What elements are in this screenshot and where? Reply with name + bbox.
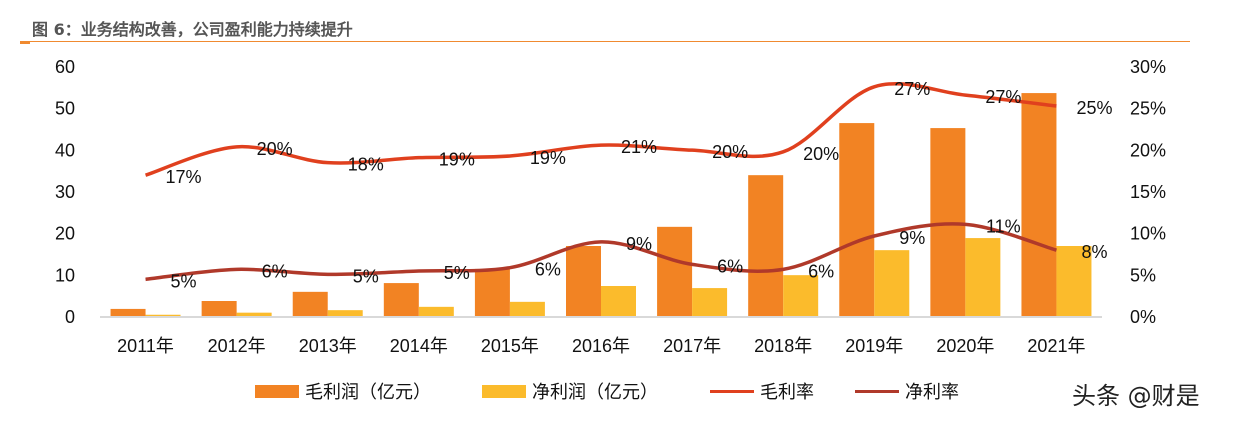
left-axis-tick: 60 — [55, 57, 75, 77]
x-axis-tick: 2017年 — [663, 336, 721, 356]
figure-title: 图 6：业务结构改善，公司盈利能力持续提升 — [32, 20, 353, 39]
legend-item-gross-profit: 毛利润（亿元） — [255, 378, 431, 404]
bar-net-profit — [601, 286, 636, 316]
legend-label: 毛利率 — [760, 382, 814, 403]
bar-net-profit — [692, 288, 728, 316]
x-axis-tick: 2020年 — [936, 336, 994, 356]
data-label: 18% — [348, 155, 384, 175]
right-axis-tick: 15% — [1130, 182, 1166, 202]
combo-chart: 0 10 20 30 40 50 60 0% 5% 10% 15% 20% 25% 30% 2011年 201… — [55, 57, 1166, 356]
left-axis-tick: 50 — [55, 99, 75, 119]
bar-gross-profit — [292, 291, 328, 316]
x-axis-tick: 2015年 — [481, 336, 539, 356]
data-label: 6% — [262, 261, 288, 281]
right-axis-tick: 30% — [1130, 57, 1166, 77]
right-axis-tick: 10% — [1130, 224, 1166, 244]
data-label: 5% — [353, 266, 379, 286]
left-axis-tick: 40 — [55, 140, 75, 160]
line-net-margin — [145, 222, 1057, 282]
bar-net-profit — [874, 250, 910, 316]
data-label: 17% — [166, 167, 202, 187]
x-axis-tick: 2014年 — [390, 336, 448, 356]
data-label: 6% — [717, 256, 743, 276]
bar-gross-profit — [474, 268, 510, 316]
legend-item-gross-margin: 毛利率 — [710, 378, 814, 404]
left-axis-tick: 0 — [65, 307, 75, 327]
legend-label: 净利润（亿元） — [532, 382, 658, 403]
right-axis-tick: 25% — [1130, 99, 1166, 119]
left-axis-tick: 30 — [55, 182, 75, 202]
legend-swatch — [255, 384, 299, 398]
title-rule-mark — [20, 41, 30, 44]
legend-label: 毛利润（亿元） — [305, 382, 431, 403]
legend: 毛利润（亿元） 净利润（亿元） 毛利率 净利率 — [0, 378, 1258, 404]
bar-gross-profit — [839, 123, 875, 316]
data-label: 11% — [986, 216, 1021, 236]
data-label: 20% — [712, 142, 748, 162]
bar-gross-profit — [201, 301, 237, 316]
bar-net-profit — [418, 306, 454, 316]
legend-item-net-margin: 净利率 — [855, 378, 959, 404]
bar-net-profit — [145, 314, 181, 316]
data-label: 19% — [439, 150, 475, 170]
bar-net-profit — [327, 310, 363, 316]
x-axis-tick: 2018年 — [754, 336, 812, 356]
title-rule — [20, 41, 1190, 42]
right-axis-tick: 20% — [1130, 140, 1166, 160]
data-label: 9% — [899, 228, 925, 248]
left-axis-tick: 10 — [55, 265, 75, 285]
legend-label: 净利率 — [905, 382, 959, 403]
bar-net-profit — [965, 238, 1001, 316]
data-label: 6% — [535, 260, 561, 280]
left-axis-tick: 20 — [55, 224, 75, 244]
bar-net-profit — [509, 301, 545, 316]
bar-net-profit — [783, 275, 819, 316]
legend-item-net-profit: 净利润（亿元） — [482, 378, 658, 404]
x-axis-tick: 2019年 — [845, 336, 903, 356]
x-axis-tick: 2013年 — [299, 336, 357, 356]
data-label: 20% — [803, 144, 839, 164]
data-label: 20% — [257, 139, 293, 159]
line-gross-margin — [145, 82, 1057, 177]
x-axis-tick: 2021年 — [1027, 336, 1085, 356]
x-axis-tick: 2012年 — [208, 336, 266, 356]
watermark: 头条 @财是 — [1072, 382, 1200, 410]
bar-gross-profit — [383, 283, 419, 316]
data-label: 6% — [808, 261, 834, 281]
bar-gross-profit — [930, 128, 966, 316]
legend-swatch — [710, 389, 754, 393]
data-label: 21% — [621, 137, 657, 157]
bar-gross-profit — [657, 226, 693, 316]
data-label: 5% — [171, 271, 197, 291]
x-axis-tick: 2011年 — [117, 336, 174, 356]
bar-net-profit — [236, 312, 272, 316]
bar-gross-profit — [566, 246, 601, 316]
x-axis-tick: 2016年 — [572, 336, 630, 356]
bar-gross-profit — [1021, 93, 1057, 316]
data-label: 27% — [894, 79, 930, 99]
right-axis-tick: 0% — [1130, 307, 1156, 327]
data-label: 9% — [626, 234, 652, 254]
bar-net-profit — [1056, 246, 1092, 316]
bar-gross-profit — [748, 175, 784, 316]
data-label: 27% — [985, 87, 1021, 107]
data-label: 19% — [530, 148, 566, 168]
legend-swatch — [855, 389, 899, 393]
legend-swatch — [482, 384, 526, 398]
data-label: 5% — [444, 263, 470, 283]
data-label: 8% — [1081, 242, 1107, 262]
right-axis-tick: 5% — [1130, 265, 1156, 285]
data-label: 25% — [1076, 98, 1112, 118]
bar-gross-profit — [110, 308, 146, 316]
